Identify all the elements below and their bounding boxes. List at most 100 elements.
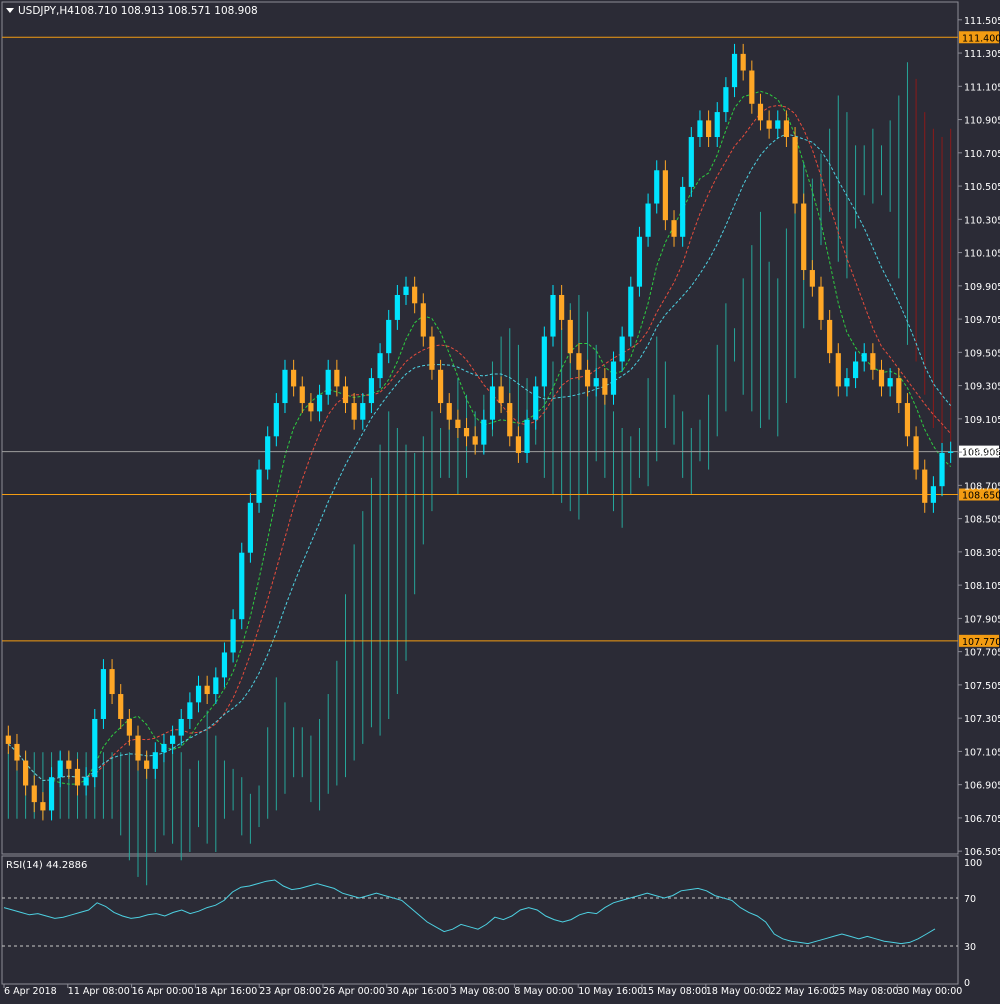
candle-body xyxy=(766,120,772,129)
candle-body xyxy=(524,419,530,453)
candle-body xyxy=(342,386,349,404)
rsi-line xyxy=(3,879,936,945)
level-tag-label: 107.770 xyxy=(962,637,1000,648)
candle-body xyxy=(265,436,271,470)
candle-body xyxy=(5,735,11,744)
candle-body xyxy=(852,361,859,379)
price-tick-label: 109.505 xyxy=(964,348,1000,359)
candle-body xyxy=(878,369,885,387)
candle-body xyxy=(688,137,694,187)
price-tick-label: 109.305 xyxy=(964,382,1000,393)
candle-body xyxy=(403,286,409,295)
price-tick-label: 108.705 xyxy=(964,481,1000,492)
candle-body xyxy=(567,319,573,354)
price-tick-label: 106.505 xyxy=(964,847,1000,858)
price-tick-label: 109.905 xyxy=(964,282,1000,293)
candle-body xyxy=(57,760,63,778)
candle-body xyxy=(654,170,660,204)
price-tick-label: 110.505 xyxy=(964,182,1000,193)
candle-body xyxy=(213,677,219,695)
candle-body xyxy=(541,336,547,387)
candle-body xyxy=(135,735,141,761)
candle-body xyxy=(420,303,426,337)
candle-body xyxy=(706,120,712,138)
candle-body xyxy=(291,369,297,387)
candle-body xyxy=(489,386,496,420)
candle-body xyxy=(472,436,478,445)
candle-body xyxy=(316,394,323,412)
candle-body xyxy=(221,652,228,678)
time-tick-label: 25 May 08:00 xyxy=(833,986,898,997)
candle-body xyxy=(204,685,210,695)
ohlc-label: 108.710 108.913 108.571 108.908 xyxy=(74,5,258,17)
price-axis: 111.505 111.305 111.105 110.905 110.705 110.5… xyxy=(958,16,1000,858)
candle-body xyxy=(386,319,392,354)
price-tick-label: 106.905 xyxy=(964,781,1000,792)
rsi-tick-label: 30 xyxy=(964,942,976,953)
candle-body xyxy=(939,452,945,487)
candle-body xyxy=(723,87,729,113)
candle-body xyxy=(584,369,591,387)
time-tick-label: 30 Apr 16:00 xyxy=(387,986,449,997)
candle-body xyxy=(904,403,911,437)
price-tick-label: 109.705 xyxy=(964,315,1000,326)
price-tick-label: 108.505 xyxy=(964,515,1000,526)
candle-body xyxy=(178,718,184,736)
candle-body xyxy=(792,137,798,204)
candle-body xyxy=(515,436,521,453)
price-tick-label: 108.305 xyxy=(964,548,1000,559)
candle-body xyxy=(152,752,158,769)
time-tick-label: 15 May 08:00 xyxy=(642,986,707,997)
candle-body xyxy=(377,353,383,379)
candle-body xyxy=(161,743,167,753)
price-tick-label: 108.905 xyxy=(964,448,1000,459)
candle-body xyxy=(645,203,651,237)
time-tick-label: 26 Apr 00:00 xyxy=(323,986,385,997)
rsi-plot-frame xyxy=(1,855,959,985)
candle-body xyxy=(749,70,755,104)
time-tick-label: 18 Apr 16:00 xyxy=(195,986,257,997)
candle-body xyxy=(429,336,435,370)
candle-body xyxy=(809,270,815,287)
time-tick-label: 10 May 16:00 xyxy=(578,986,643,997)
candle-body xyxy=(887,378,893,387)
current-price-tag xyxy=(959,445,999,458)
price-tick-label: 111.305 xyxy=(964,49,1000,60)
price-tick-label: 107.105 xyxy=(964,747,1000,758)
ma-mid-line xyxy=(7,104,952,782)
candle-body xyxy=(801,203,807,271)
rsi-indicator: 100 70 30 0 xyxy=(2,858,982,989)
candle-body xyxy=(827,319,833,354)
time-tick-label: 18 May 00:00 xyxy=(706,986,771,997)
price-tick-label: 111.105 xyxy=(964,82,1000,93)
candle-body xyxy=(48,777,55,811)
candle-body xyxy=(455,419,461,428)
candle-body xyxy=(256,469,262,503)
candle-body xyxy=(118,694,124,719)
price-tick-label: 110.105 xyxy=(964,249,1000,260)
candle-body xyxy=(896,378,902,404)
candle-body xyxy=(282,369,288,404)
candle-body xyxy=(83,777,89,786)
price-tick-label: 110.705 xyxy=(964,149,1000,160)
dropdown-triangle-icon[interactable] xyxy=(6,8,14,13)
candle-body xyxy=(230,619,236,653)
price-tick-label: 109.105 xyxy=(964,415,1000,426)
candle-body xyxy=(550,294,556,337)
candle-body xyxy=(100,669,107,719)
candle-body xyxy=(360,403,366,420)
candle-body xyxy=(195,685,202,703)
candle-body xyxy=(66,760,72,769)
time-tick-label: 6 Apr 2018 xyxy=(4,986,57,997)
candle-body xyxy=(783,120,790,138)
candle-body xyxy=(481,419,487,445)
candle-body xyxy=(40,802,46,811)
candle-body xyxy=(438,369,444,404)
price-tick-label: 107.505 xyxy=(964,681,1000,692)
candle-body xyxy=(368,378,375,404)
time-tick-label: 23 Apr 08:00 xyxy=(259,986,321,997)
price-tick-label: 107.905 xyxy=(964,614,1000,625)
candle-body xyxy=(394,294,400,320)
main-plot-frame xyxy=(1,1,959,855)
